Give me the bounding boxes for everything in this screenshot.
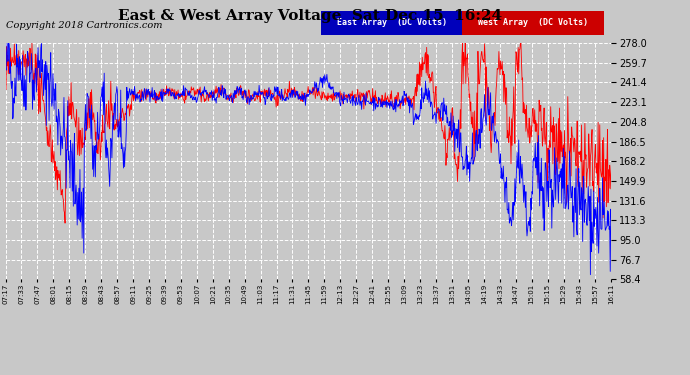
Text: West Array  (DC Volts): West Array (DC Volts) — [478, 18, 588, 27]
Text: Copyright 2018 Cartronics.com: Copyright 2018 Cartronics.com — [6, 21, 162, 30]
Text: East & West Array Voltage  Sat Dec 15  16:24: East & West Array Voltage Sat Dec 15 16:… — [119, 9, 502, 23]
Text: East Array  (DC Volts): East Array (DC Volts) — [337, 18, 446, 27]
